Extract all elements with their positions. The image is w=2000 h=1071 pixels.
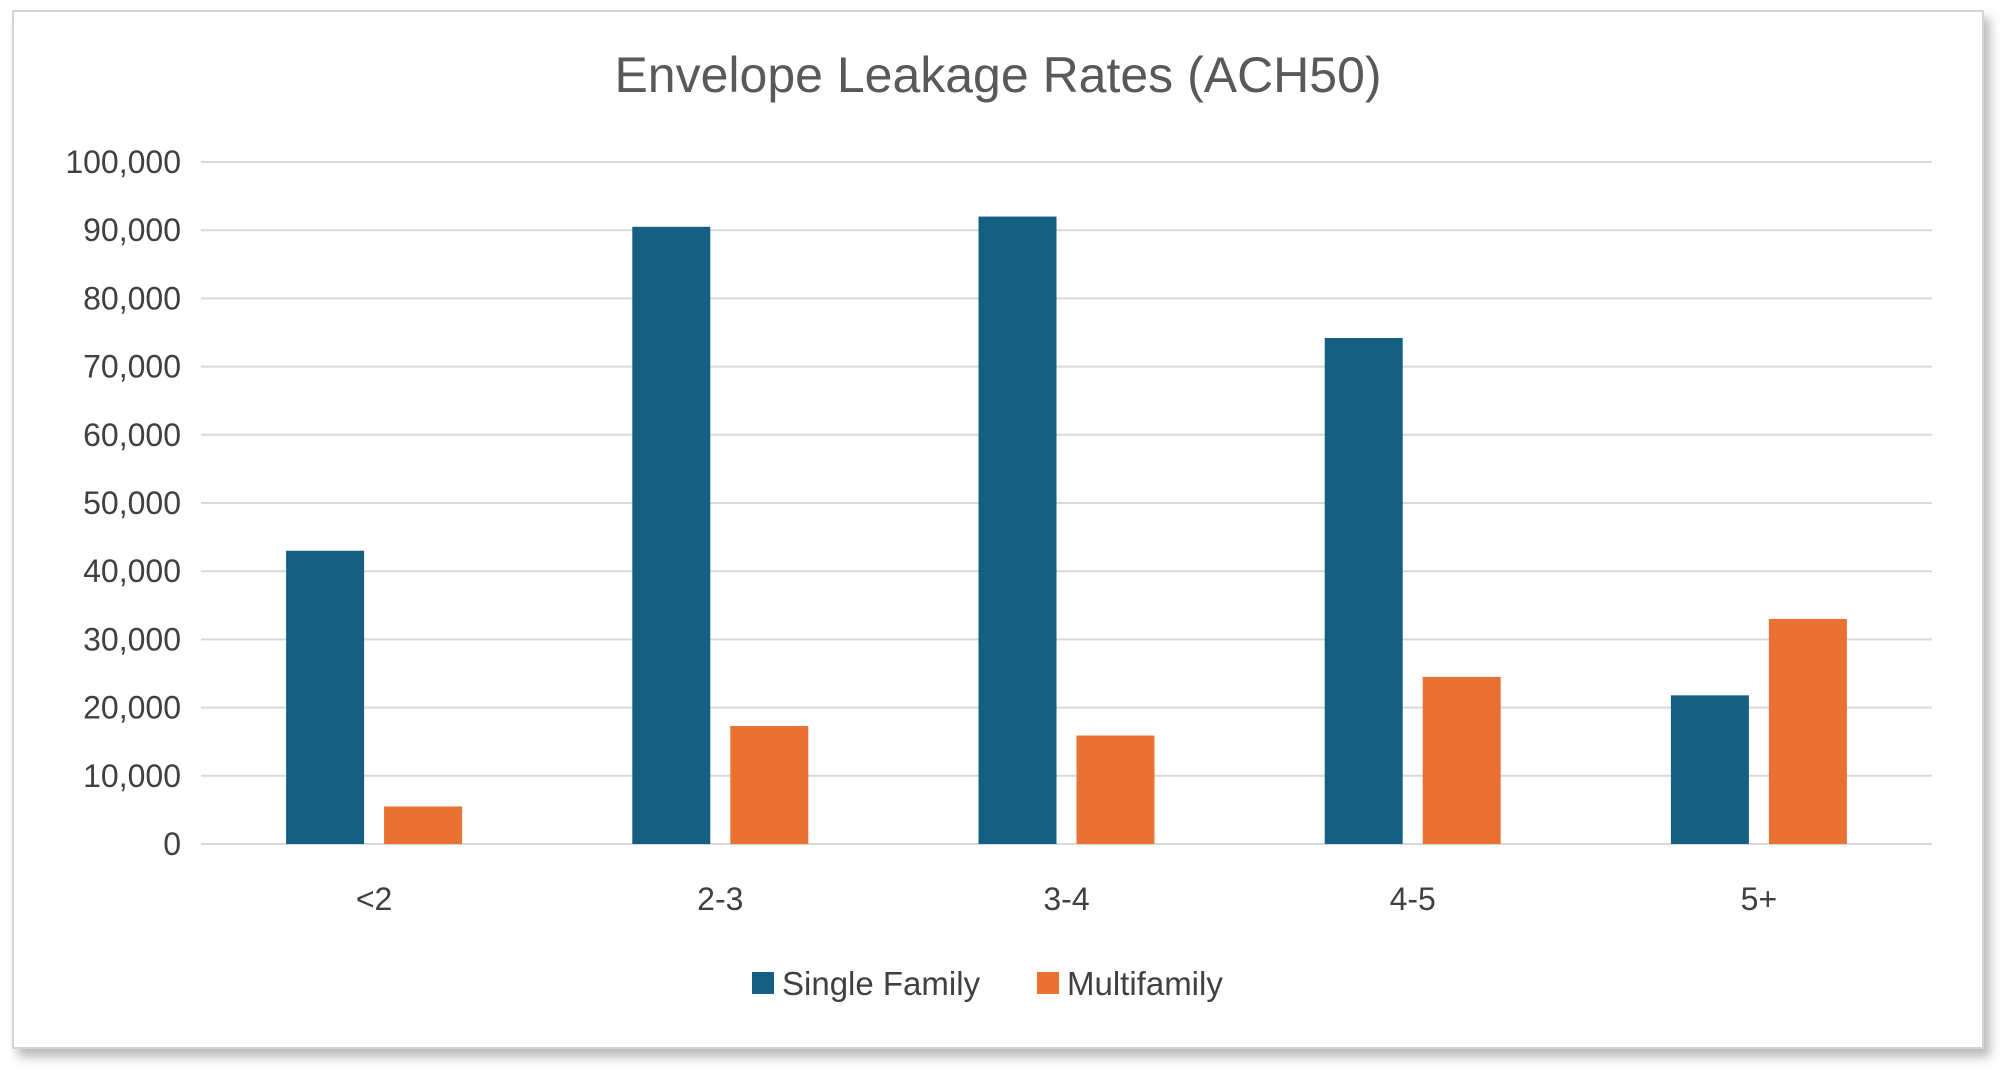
bar-multifamily-2 [1076,735,1155,844]
bar-chart: Envelope Leakage Rates (ACH50) 0 10,000 20… [65,47,1932,1002]
legend-swatch [1037,972,1059,994]
y-tick-label: 10,000 [83,758,181,794]
x-tick-label: <2 [356,881,392,917]
bar-multifamily-1 [730,726,809,844]
x-axis-tick-labels: <2 2-3 3-4 4-5 5+ [356,881,1777,917]
bar-single-family-0 [286,550,365,844]
bar-single-family-1 [632,226,711,845]
gridlines [201,161,1932,845]
y-tick-label: 60,000 [83,417,181,453]
y-tick-label: 30,000 [83,621,181,657]
x-tick-label: 4-5 [1390,881,1436,917]
bar-multifamily-0 [384,806,463,844]
y-tick-label: 50,000 [83,485,181,521]
y-tick-label: 0 [163,826,181,862]
y-tick-label: 20,000 [83,690,181,726]
y-tick-label: 70,000 [83,349,181,385]
y-tick-label: 80,000 [83,280,181,316]
chart-frame: Envelope Leakage Rates (ACH50) 0 10,000 20… [12,10,1984,1049]
legend: Single Family Multifamily [752,965,1223,1002]
bar-single-family-4 [1670,695,1749,844]
chart-title: Envelope Leakage Rates (ACH50) [614,47,1381,103]
bar-single-family-2 [978,216,1057,844]
legend-swatch [752,972,774,994]
y-axis-tick-labels: 0 10,000 20,000 30,000 40,000 50,000 60,000 70,… [65,144,181,862]
bars [286,216,1847,845]
legend-label: Multifamily [1067,965,1223,1002]
legend-label: Single Family [782,965,981,1002]
x-tick-label: 3-4 [1043,881,1089,917]
bar-single-family-3 [1324,337,1403,844]
x-tick-label: 5+ [1741,881,1777,917]
bar-multifamily-3 [1422,676,1501,844]
x-tick-label: 2-3 [697,881,743,917]
y-tick-label: 100,000 [65,144,181,180]
bar-multifamily-4 [1768,618,1847,844]
y-tick-label: 90,000 [83,212,181,248]
y-tick-label: 40,000 [83,553,181,589]
